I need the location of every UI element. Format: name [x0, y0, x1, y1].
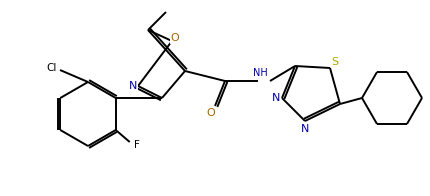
Text: O: O	[207, 108, 215, 118]
Text: NH: NH	[253, 68, 267, 78]
Text: Cl: Cl	[47, 63, 57, 73]
Text: O: O	[171, 33, 179, 43]
Text: F: F	[134, 140, 140, 150]
Text: N: N	[272, 93, 280, 103]
Text: N: N	[301, 124, 309, 134]
Text: N: N	[129, 81, 137, 91]
Text: S: S	[332, 57, 338, 67]
